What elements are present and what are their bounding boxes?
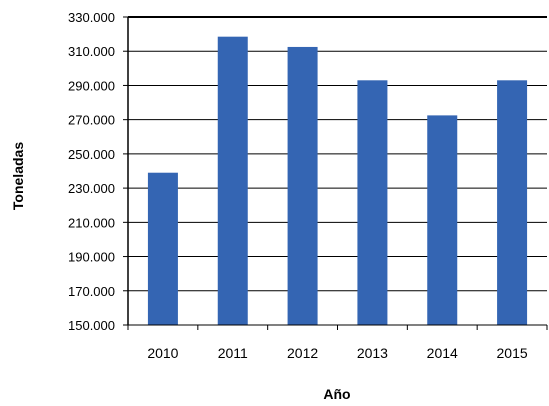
y-tick-label: 190.000 (68, 250, 115, 265)
x-tick-label: 2012 (287, 345, 318, 361)
bar-2010 (147, 172, 178, 325)
y-tick-label: 170.000 (68, 284, 115, 299)
x-tick-label: 2014 (427, 345, 458, 361)
y-tick-label: 210.000 (68, 215, 115, 230)
y-tick-label: 270.000 (68, 113, 115, 128)
y-axis-title: Toneladas (10, 142, 26, 210)
bar-2011 (217, 36, 248, 326)
x-tick-label: 2010 (147, 345, 178, 361)
axes (127, 16, 548, 330)
x-tick-label: 2015 (497, 345, 528, 361)
gridlines (123, 16, 547, 326)
x-tick-label: 2013 (357, 345, 388, 361)
y-tick-label: 250.000 (68, 147, 115, 162)
bar-2014 (427, 115, 458, 325)
bars (147, 36, 528, 326)
y-tick-labels: 150.000 170.000 190.000 210.000 230.000 250.0… (68, 10, 115, 333)
x-tick-label: 2011 (218, 345, 248, 361)
y-tick-label: 330.000 (68, 10, 115, 25)
bar-2012 (287, 46, 318, 325)
x-axis-title: Año (323, 386, 350, 402)
bar-2015 (497, 80, 528, 325)
y-tick-label: 150.000 (68, 318, 115, 333)
bar-2013 (357, 80, 388, 325)
y-tick-label: 310.000 (68, 44, 115, 59)
x-tick-labels: 2010 2011 2012 2013 2014 2015 (147, 345, 528, 361)
y-tick-label: 290.000 (68, 78, 115, 93)
y-tick-label: 230.000 (68, 181, 115, 196)
